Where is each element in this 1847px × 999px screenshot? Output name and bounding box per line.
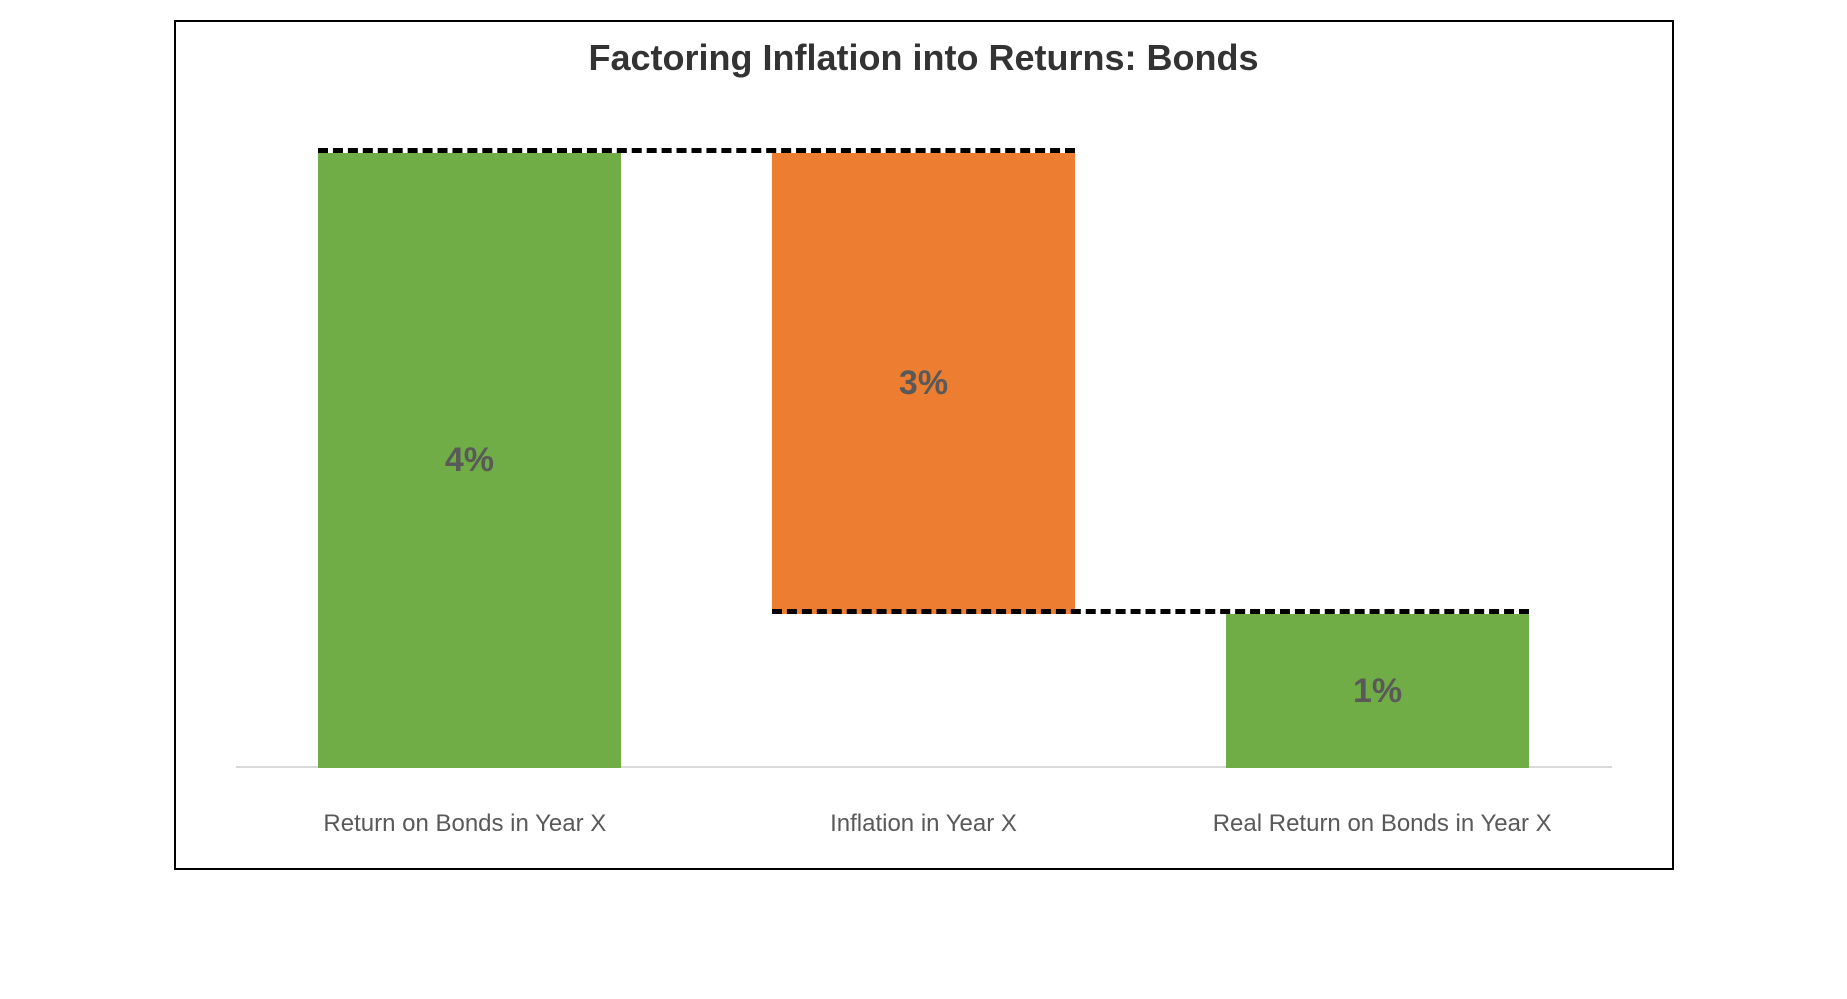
bar-value-0: 4% bbox=[445, 441, 494, 480]
bar-value-2: 1% bbox=[1353, 672, 1402, 711]
x-label-2: Real Return on Bonds in Year X bbox=[1153, 810, 1612, 838]
x-label-0: Return on Bonds in Year X bbox=[236, 810, 695, 838]
chart-container: Factoring Inflation into Returns: Bonds … bbox=[174, 20, 1674, 870]
bar-0: 4% bbox=[318, 153, 621, 768]
chart-title: Factoring Inflation into Returns: Bonds bbox=[176, 22, 1672, 79]
connector-1 bbox=[772, 609, 1529, 614]
plot-area: 4% 3% 1% bbox=[236, 122, 1612, 768]
bar-1: 3% bbox=[772, 153, 1075, 614]
x-axis-labels: Return on Bonds in Year XInflation in Ye… bbox=[236, 810, 1612, 838]
x-label-1: Inflation in Year X bbox=[694, 810, 1153, 838]
bar-2: 1% bbox=[1226, 614, 1529, 768]
connector-0 bbox=[318, 148, 1075, 153]
bar-value-1: 3% bbox=[899, 364, 948, 403]
